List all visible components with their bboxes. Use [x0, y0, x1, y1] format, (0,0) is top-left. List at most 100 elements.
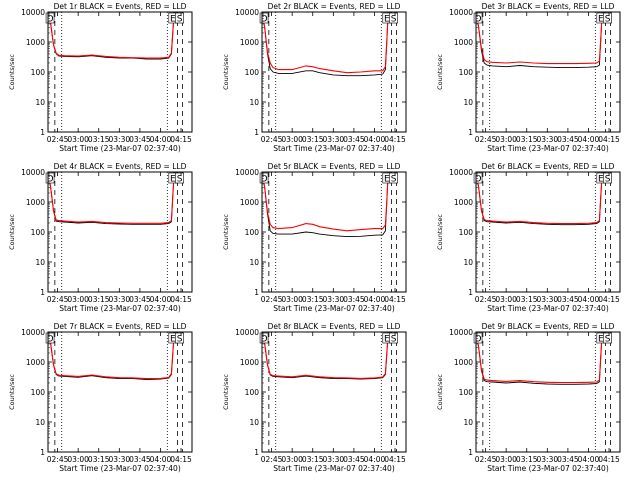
- panel-title: Det 8r BLACK = Events, RED = LLD: [268, 322, 401, 331]
- x-tick-label: 04:00: [150, 455, 172, 464]
- x-axis-label: Start Time (23-Mar-07 02:37:40): [273, 144, 395, 153]
- plot-frame: [475, 331, 621, 453]
- x-axis-label: Start Time (23-Mar-07 02:37:40): [487, 304, 609, 313]
- marker-label-s: S: [177, 15, 183, 25]
- y-tick-label: 10000: [449, 8, 473, 17]
- y-tick-label: 10: [463, 98, 473, 107]
- y-axis-label: Counts/sec: [222, 214, 230, 250]
- marker-box-s: [175, 332, 184, 344]
- x-tick-label: 03:45: [343, 135, 365, 144]
- marker-label-d: D: [475, 335, 482, 345]
- y-tick-label: 10000: [449, 168, 473, 177]
- events-series-line: [47, 11, 180, 60]
- x-tick-label: 04:00: [364, 135, 386, 144]
- y-axis-label: Counts/sec: [436, 374, 444, 410]
- marker-label-d: D: [475, 175, 482, 185]
- marker-box-s: [603, 172, 612, 184]
- lld-series-line: [261, 331, 394, 379]
- x-tick-label: 03:15: [516, 455, 538, 464]
- x-tick-label: 03:30: [323, 295, 345, 304]
- marker-box-d: [259, 12, 269, 24]
- x-tick-label: 04:15: [170, 295, 192, 304]
- x-tick-label: 03:45: [129, 455, 151, 464]
- marker-label-d: D: [261, 175, 268, 185]
- x-tick-label: 03:45: [343, 295, 365, 304]
- y-axis-label: Counts/sec: [436, 214, 444, 250]
- y-tick-label: 1000: [454, 198, 473, 207]
- lld-series-line: [47, 11, 180, 59]
- marker-label-e: E: [170, 335, 176, 345]
- events-series-line: [47, 171, 180, 225]
- y-tick-label: 100: [31, 388, 46, 397]
- marker-box-d: [473, 172, 483, 184]
- events-series-line: [261, 331, 394, 380]
- x-tick-label: 04:00: [578, 295, 600, 304]
- panel-title: Det 7r BLACK = Events, RED = LLD: [54, 322, 187, 331]
- x-axis-label: Start Time (23-Mar-07 02:37:40): [487, 144, 609, 153]
- marker-label-s: S: [391, 335, 397, 345]
- x-tick-label: 03:45: [129, 135, 151, 144]
- x-tick-label: 03:30: [109, 135, 131, 144]
- marker-box-d: [45, 332, 55, 344]
- events-series-line: [261, 11, 394, 77]
- y-tick-label: 100: [459, 388, 474, 397]
- plot-frame: [475, 11, 621, 133]
- marker-label-s: S: [391, 175, 397, 185]
- marker-box-d: [473, 12, 483, 24]
- y-tick-label: 1000: [26, 198, 45, 207]
- marker-label-d: D: [47, 175, 54, 185]
- x-tick-label: 04:15: [170, 135, 192, 144]
- x-tick-label: 02:45: [475, 135, 497, 144]
- x-tick-label: 02:45: [47, 455, 69, 464]
- marker-label-e: E: [384, 175, 390, 185]
- x-tick-label: 04:00: [364, 295, 386, 304]
- lld-series-line: [475, 171, 608, 225]
- x-axis-label: Start Time (23-Mar-07 02:37:40): [273, 464, 395, 473]
- y-tick-label: 10: [249, 418, 259, 427]
- x-axis-label: Start Time (23-Mar-07 02:37:40): [59, 144, 181, 153]
- y-tick-label: 1000: [240, 38, 259, 47]
- y-tick-label: 1000: [26, 38, 45, 47]
- x-tick-label: 03:45: [557, 295, 579, 304]
- x-axis-label: Start Time (23-Mar-07 02:37:40): [59, 464, 181, 473]
- x-tick-label: 03:15: [302, 295, 324, 304]
- marker-label-d: D: [47, 335, 54, 345]
- x-tick-label: 03:00: [67, 295, 89, 304]
- x-tick-label: 03:00: [281, 135, 303, 144]
- y-tick-label: 1: [254, 288, 259, 297]
- marker-label-e: E: [598, 15, 604, 25]
- x-tick-label: 03:30: [537, 455, 559, 464]
- y-tick-label: 1000: [454, 358, 473, 367]
- marker-label-s: S: [177, 335, 183, 345]
- marker-label-e: E: [384, 335, 390, 345]
- y-tick-label: 100: [31, 228, 46, 237]
- plot-frame: [47, 331, 193, 453]
- y-axis-label: Counts/sec: [8, 374, 16, 410]
- x-tick-label: 03:45: [557, 135, 579, 144]
- x-tick-label: 03:15: [302, 135, 324, 144]
- y-tick-label: 10: [35, 258, 45, 267]
- x-tick-label: 04:15: [384, 455, 406, 464]
- events-series-line: [475, 331, 608, 385]
- y-tick-label: 10: [249, 98, 259, 107]
- x-tick-label: 02:45: [475, 295, 497, 304]
- lld-series-line: [47, 331, 180, 380]
- panel-title: Det 2r BLACK = Events, RED = LLD: [268, 2, 401, 11]
- y-tick-label: 10000: [235, 168, 259, 177]
- events-series-line: [47, 331, 180, 381]
- marker-box-s: [389, 172, 398, 184]
- marker-box-d: [45, 12, 55, 24]
- y-tick-label: 1: [40, 448, 45, 457]
- x-tick-label: 03:30: [537, 295, 559, 304]
- y-axis-label: Counts/sec: [8, 214, 16, 250]
- y-tick-label: 10000: [21, 8, 45, 17]
- x-tick-label: 02:45: [47, 135, 69, 144]
